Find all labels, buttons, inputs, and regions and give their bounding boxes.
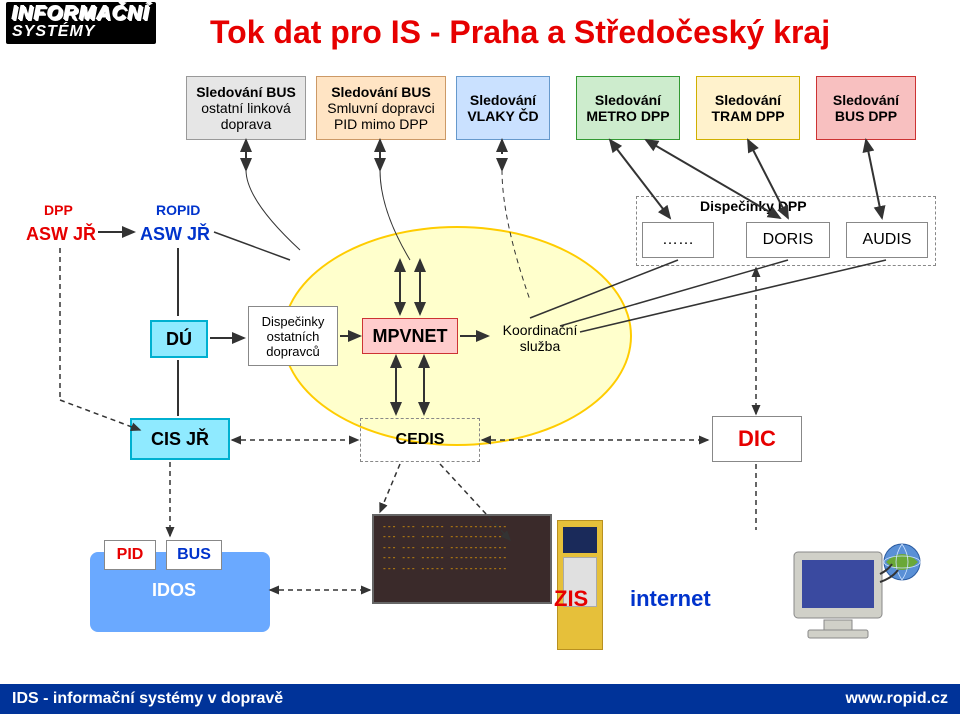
pid-box: PID [104, 540, 156, 570]
zis-label: ZIS [554, 586, 588, 612]
cedis-box: CEDIS [360, 418, 480, 462]
page-title: Tok dat pro IS - Praha a Středočeský kra… [210, 14, 830, 51]
brand-line2: SYSTÉMY [12, 24, 150, 40]
dic-box: DIC [712, 416, 802, 462]
bus-box: BUS [166, 540, 222, 570]
du-box: DÚ [150, 320, 208, 358]
dots-box: …… [642, 222, 714, 258]
brand-line1: INFORMAČNÍ [12, 4, 150, 24]
asw-jr-2: ASW JŘ [140, 224, 210, 245]
top-box-tram: Sledování TRAM DPP [696, 76, 800, 140]
koord-label: Koordinační služba [490, 316, 590, 360]
top-box-metro: Sledování METRO DPP [576, 76, 680, 140]
doris-box: DORIS [746, 222, 830, 258]
asw-jr-1: ASW JŘ [26, 224, 96, 245]
dpp-label: DPP [44, 202, 73, 218]
disp-ostatnich-box: Dispečinky ostatních dopravců [248, 306, 338, 366]
cisjr-box: CIS JŘ [130, 418, 230, 460]
audis-box: AUDIS [846, 222, 928, 258]
footer-bar: IDS - informační systémy v dopravě www.r… [0, 684, 960, 714]
top-box-bus-smluvni: Sledování BUS Smluvní dopravci PID mimo … [316, 76, 446, 140]
top-box-bus-ostatni: Sledování BUS ostatní linková doprava [186, 76, 306, 140]
footer-right: www.ropid.cz [845, 690, 948, 708]
internet-label: internet [630, 586, 711, 612]
ropid-label: ROPID [156, 202, 200, 218]
top-box-vlaky: Sledování VLAKY ČD [456, 76, 550, 140]
footer-left: IDS - informační systémy v dopravě [12, 690, 283, 708]
internet-monitor-icon [784, 534, 924, 654]
disp-dpp-label: Dispečinky DPP [700, 198, 807, 214]
zis-kiosk: --- --- ----- ------------ --- --- -----… [372, 514, 622, 654]
mpvnet-box: MPVNET [362, 318, 458, 354]
top-box-bus-dpp: Sledování BUS DPP [816, 76, 916, 140]
brand-logo: INFORMAČNÍ SYSTÉMY [6, 2, 156, 44]
idos-label: IDOS [152, 580, 196, 601]
